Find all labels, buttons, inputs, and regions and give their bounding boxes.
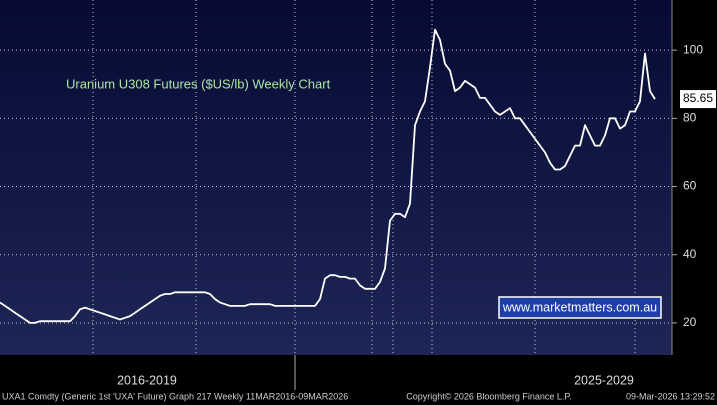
footer-left: UXA1 Comdty (Generic 1st 'UXA' Future) G… — [2, 391, 348, 401]
y-tick-label: 20 — [683, 315, 697, 329]
watermark-box — [498, 296, 662, 319]
last-value-box — [680, 90, 716, 109]
footer-right: 09-Mar-2026 13:29:52 — [626, 391, 715, 401]
plot-area — [0, 0, 672, 355]
y-tick-label: 80 — [683, 111, 697, 125]
price-line — [0, 28, 656, 324]
y-tick-label: 100 — [683, 42, 703, 56]
last-value-label: 85.65 — [683, 91, 713, 105]
chart-title: Uranium U308 Futures ($US/lb) Weekly Cha… — [66, 76, 331, 91]
period-label: 2025-2029 — [574, 373, 634, 387]
y-tick-label: 60 — [683, 179, 697, 193]
period-label: 2016-2019 — [117, 373, 177, 387]
watermark: www.marketmatters.com.au — [502, 300, 657, 314]
footer-center: Copyright© 2026 Bloomberg Finance L.P. — [406, 391, 572, 401]
y-tick-label: 40 — [683, 247, 697, 261]
